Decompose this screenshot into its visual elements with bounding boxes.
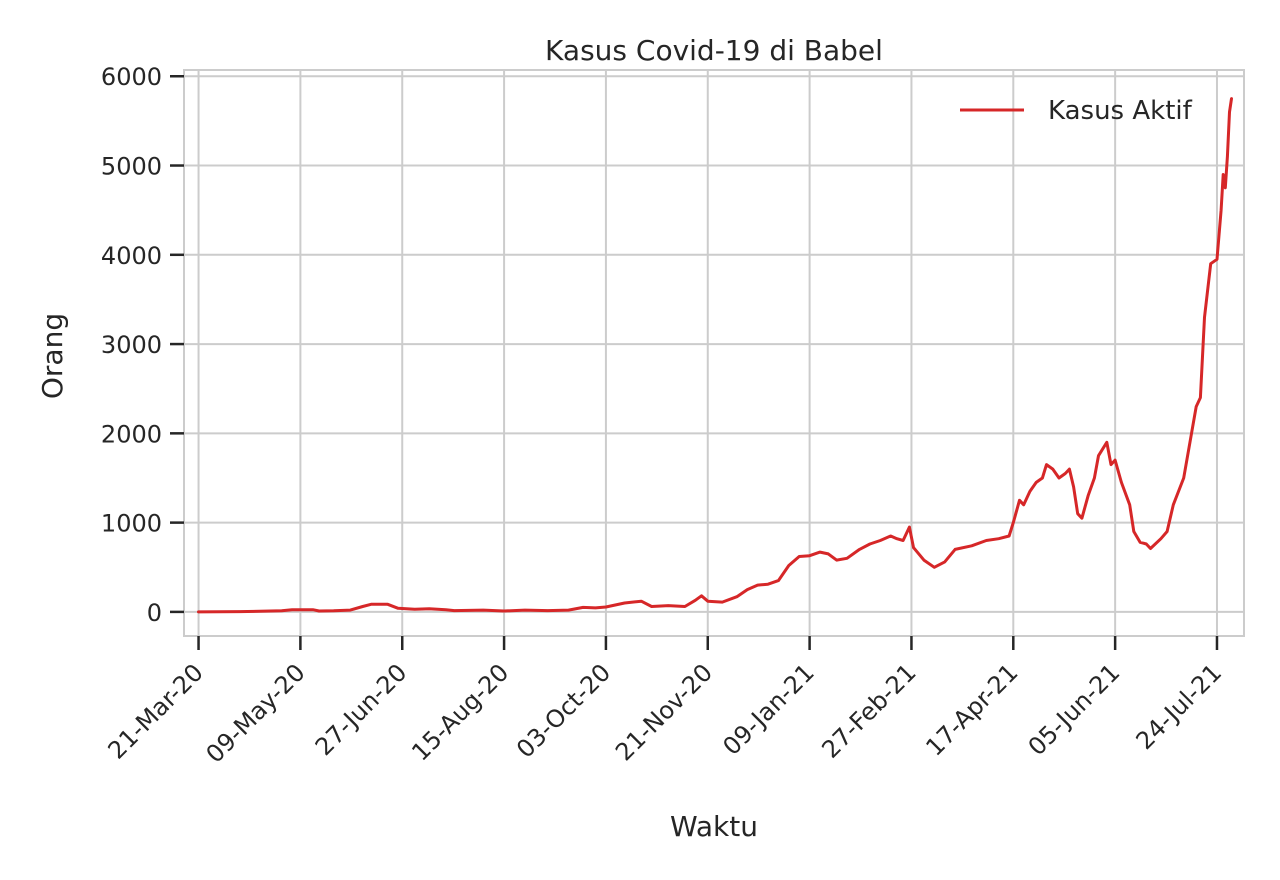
x-tick-label: 21-Mar-20 xyxy=(103,658,209,764)
x-tick-label: 24-Jul-21 xyxy=(1131,658,1228,755)
legend: Kasus Aktif xyxy=(960,96,1193,126)
y-tick-label: 5000 xyxy=(101,153,162,181)
plot-area-frame xyxy=(183,69,1245,637)
x-tick-label: 09-Jan-21 xyxy=(718,658,820,760)
y-tick-label: 1000 xyxy=(101,510,162,538)
x-tick-label: 05-Jun-21 xyxy=(1023,658,1126,761)
y-axis-label: Orang xyxy=(36,313,69,399)
legend-label-kasus-aktif: Kasus Aktif xyxy=(1048,96,1193,126)
x-tick-label: 21-Nov-20 xyxy=(610,658,718,766)
x-tick-label: 15-Aug-20 xyxy=(406,658,514,766)
y-tick-label: 0 xyxy=(147,599,162,627)
chart-title: Kasus Covid-19 di Babel xyxy=(545,34,883,67)
series-line-kasus-aktif xyxy=(197,97,1233,614)
grid xyxy=(184,70,1244,636)
x-tick-label: 27-Feb-21 xyxy=(816,658,921,763)
y-tick-label: 6000 xyxy=(101,63,162,91)
y-tick-label: 2000 xyxy=(101,420,162,448)
x-tick-label: 27-Jun-20 xyxy=(310,658,413,761)
y-axis-ticks: 0 1000 2000 3000 4000 5000 6000 xyxy=(101,63,184,627)
x-tick-label: 17-Apr-21 xyxy=(920,658,1023,761)
y-tick-label: 3000 xyxy=(101,331,162,359)
series-layer xyxy=(197,97,1233,614)
x-axis-label: Waktu xyxy=(670,810,758,843)
x-tick-label: 03-Oct-20 xyxy=(511,658,616,763)
y-tick-label: 4000 xyxy=(101,242,162,270)
x-tick-label: 09-May-20 xyxy=(201,658,311,768)
